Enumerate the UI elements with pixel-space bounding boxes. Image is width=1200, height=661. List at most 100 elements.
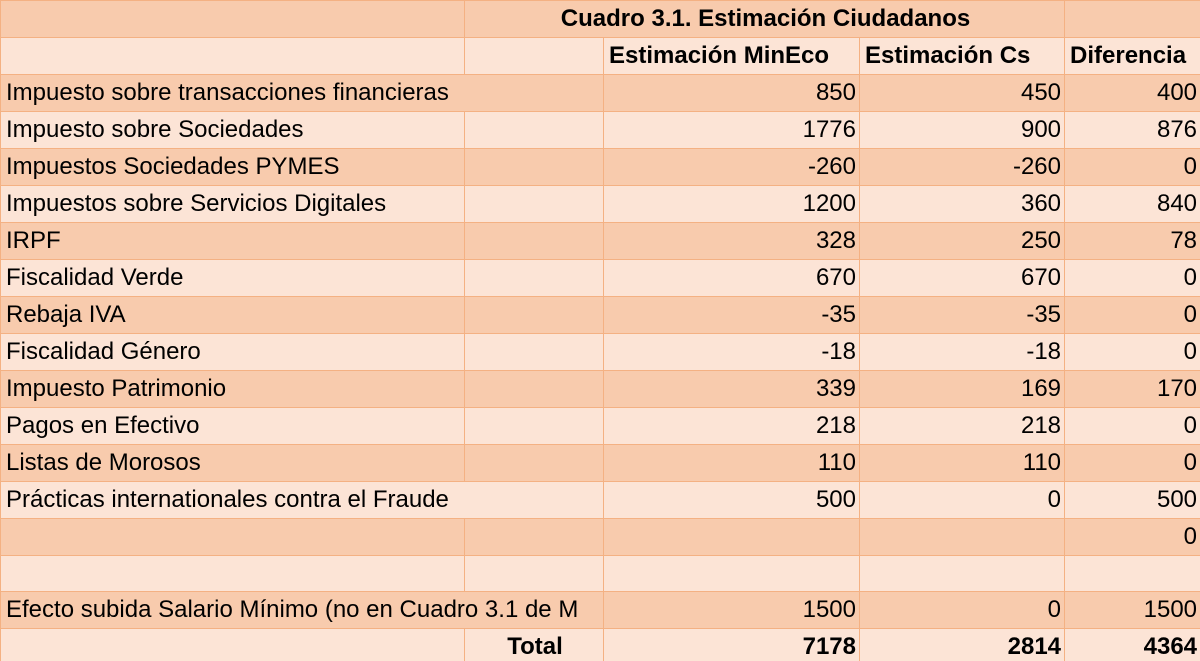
value-diferencia[interactable]: 170 <box>1064 370 1200 408</box>
value-cs[interactable]: -260 <box>858 148 1066 186</box>
value-diferencia[interactable]: 400 <box>1064 74 1200 112</box>
value-mineco[interactable]: 1200 <box>603 185 860 223</box>
row-label[interactable]: Fiscalidad Género <box>0 333 465 371</box>
cell[interactable] <box>464 518 604 556</box>
cell[interactable] <box>464 37 604 75</box>
row-label[interactable] <box>0 555 465 592</box>
value-mineco[interactable]: 500 <box>603 481 860 519</box>
row-label[interactable]: Prácticas internationales contra el Frau… <box>0 481 604 519</box>
value-diferencia[interactable]: 78 <box>1064 222 1200 260</box>
value-mineco[interactable] <box>603 555 860 592</box>
row-label[interactable]: Impuesto sobre Sociedades <box>0 111 465 149</box>
cell[interactable] <box>464 111 604 149</box>
value-mineco[interactable]: -35 <box>603 296 860 334</box>
value-mineco[interactable]: -18 <box>603 333 860 371</box>
row-label[interactable]: Impuesto sobre transacciones financieras <box>0 74 604 112</box>
value-cs[interactable] <box>858 518 1066 556</box>
value-cs[interactable]: 670 <box>858 259 1066 297</box>
total-cs[interactable]: 2814 <box>858 628 1066 661</box>
value-mineco[interactable]: 218 <box>603 407 860 445</box>
table-row <box>0 555 1200 592</box>
value-mineco[interactable]: 339 <box>603 370 860 408</box>
row-label[interactable]: Impuestos sobre Servicios Digitales <box>0 185 465 223</box>
value-cs[interactable]: 218 <box>858 407 1066 445</box>
header-diferencia[interactable]: Diferencia <box>1064 37 1200 75</box>
value-diferencia[interactable]: 0 <box>1064 333 1200 371</box>
total-mineco[interactable]: 7178 <box>603 628 860 661</box>
total-diferencia[interactable]: 4364 <box>1064 628 1200 661</box>
row-label[interactable]: Pagos en Efectivo <box>0 407 465 445</box>
row-label[interactable] <box>0 518 465 556</box>
value-diferencia[interactable]: 1500 <box>1064 591 1200 629</box>
cell[interactable] <box>464 407 604 445</box>
value-cs[interactable]: 250 <box>858 222 1066 260</box>
cell[interactable] <box>464 259 604 297</box>
table-row: Impuesto sobre transacciones financieras… <box>0 74 1200 112</box>
cell[interactable] <box>464 185 604 223</box>
table-row: Impuesto Patrimonio 339 169 170 <box>0 370 1200 408</box>
table-title[interactable]: Cuadro 3.1. Estimación Ciudadanos <box>463 0 1066 38</box>
value-cs[interactable]: 360 <box>858 185 1066 223</box>
table-row: IRPF 328 250 78 <box>0 222 1200 260</box>
row-label[interactable]: Impuesto Patrimonio <box>0 370 465 408</box>
cell[interactable] <box>464 370 604 408</box>
value-diferencia[interactable]: 876 <box>1064 111 1200 149</box>
value-mineco[interactable]: -260 <box>603 148 860 186</box>
value-mineco[interactable]: 850 <box>603 74 860 112</box>
value-diferencia[interactable] <box>1064 555 1200 592</box>
cell[interactable] <box>464 444 604 482</box>
row-label[interactable]: Efecto subida Salario Mínimo (no en Cuad… <box>0 591 604 629</box>
header-row: Estimación MinEco Estimación Cs Diferenc… <box>0 37 1200 75</box>
value-cs[interactable]: 900 <box>858 111 1066 149</box>
table-row: Listas de Morosos 110 110 0 <box>0 444 1200 482</box>
cell[interactable] <box>464 148 604 186</box>
row-label[interactable]: Rebaja IVA <box>0 296 465 334</box>
title-row: Cuadro 3.1. Estimación Ciudadanos <box>0 0 1200 38</box>
value-mineco[interactable]: 1500 <box>603 591 860 629</box>
cell[interactable] <box>464 333 604 371</box>
table-row: Impuesto sobre Sociedades 1776 900 876 <box>0 111 1200 149</box>
total-label[interactable]: Total <box>464 628 604 661</box>
value-cs[interactable]: 110 <box>858 444 1066 482</box>
value-cs[interactable]: -35 <box>858 296 1066 334</box>
value-diferencia[interactable]: 0 <box>1064 296 1200 334</box>
cell[interactable] <box>464 296 604 334</box>
cell[interactable] <box>0 628 465 661</box>
cell[interactable] <box>1064 0 1200 38</box>
row-label[interactable]: IRPF <box>0 222 465 260</box>
value-mineco[interactable]: 1776 <box>603 111 860 149</box>
value-diferencia[interactable]: 0 <box>1064 444 1200 482</box>
header-mineco[interactable]: Estimación MinEco <box>603 37 860 75</box>
value-cs[interactable]: -18 <box>858 333 1066 371</box>
table-row: Fiscalidad Género -18 -18 0 <box>0 333 1200 371</box>
value-cs[interactable] <box>858 555 1066 592</box>
value-diferencia[interactable]: 0 <box>1064 518 1200 556</box>
value-cs[interactable]: 0 <box>858 481 1066 519</box>
value-mineco[interactable] <box>603 518 860 556</box>
table-row: Efecto subida Salario Mínimo (no en Cuad… <box>0 591 1200 629</box>
value-cs[interactable]: 0 <box>858 591 1066 629</box>
table-row: Prácticas internationales contra el Frau… <box>0 481 1200 519</box>
header-cs[interactable]: Estimación Cs <box>858 37 1066 75</box>
row-label[interactable]: Fiscalidad Verde <box>0 259 465 297</box>
table-row: Fiscalidad Verde 670 670 0 <box>0 259 1200 297</box>
value-diferencia[interactable]: 500 <box>1064 481 1200 519</box>
value-diferencia[interactable]: 0 <box>1064 148 1200 186</box>
value-mineco[interactable]: 670 <box>603 259 860 297</box>
row-label[interactable]: Impuestos Sociedades PYMES <box>0 148 465 186</box>
table-row: Impuestos sobre Servicios Digitales 1200… <box>0 185 1200 223</box>
cell[interactable] <box>0 0 465 38</box>
value-diferencia[interactable]: 0 <box>1064 259 1200 297</box>
cell[interactable] <box>464 222 604 260</box>
cell[interactable] <box>0 37 465 75</box>
value-mineco[interactable]: 328 <box>603 222 860 260</box>
cell[interactable] <box>464 555 604 592</box>
value-cs[interactable]: 169 <box>858 370 1066 408</box>
value-mineco[interactable]: 110 <box>603 444 860 482</box>
value-diferencia[interactable]: 0 <box>1064 407 1200 445</box>
value-diferencia[interactable]: 840 <box>1064 185 1200 223</box>
row-label[interactable]: Listas de Morosos <box>0 444 465 482</box>
value-cs[interactable]: 450 <box>858 74 1066 112</box>
